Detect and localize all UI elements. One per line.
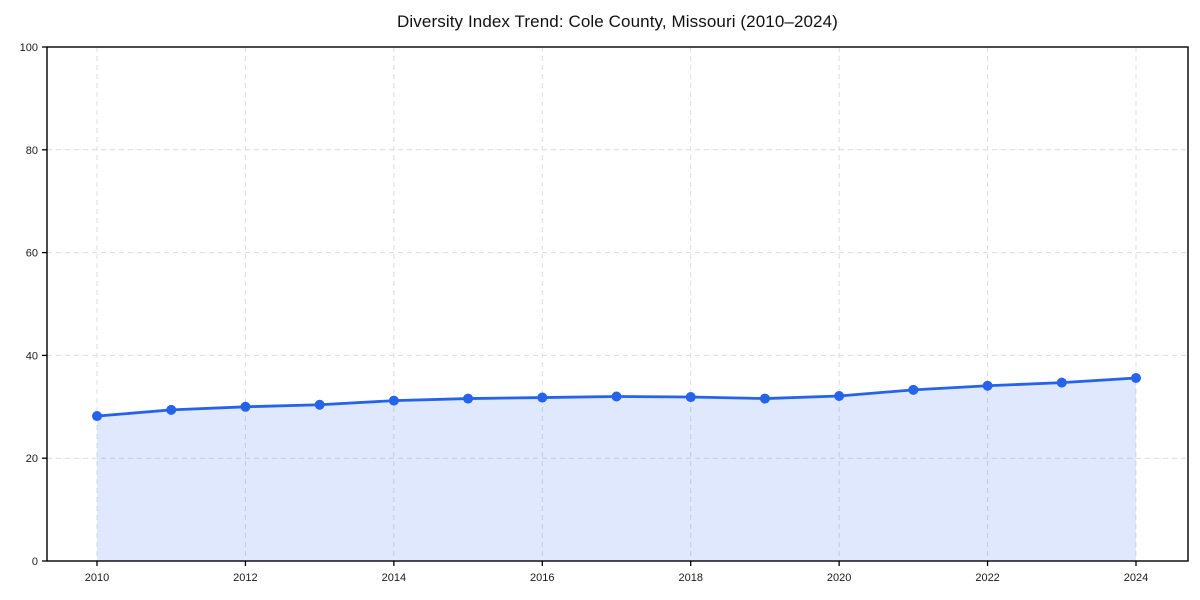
data-point	[166, 404, 177, 415]
data-point	[908, 384, 919, 395]
y-tick-label: 60	[26, 248, 38, 260]
x-tick-label: 2016	[530, 572, 554, 584]
y-tick-label: 0	[32, 556, 38, 568]
data-point	[611, 391, 622, 402]
data-point	[1131, 373, 1141, 384]
data-point	[759, 393, 770, 404]
y-tick-label: 20	[26, 453, 38, 465]
data-point	[834, 391, 845, 402]
data-point	[463, 393, 474, 404]
x-tick-label: 2024	[1124, 572, 1148, 584]
x-tick-label: 2010	[85, 572, 109, 584]
x-tick-label: 2018	[678, 572, 702, 584]
x-tick-label: 2020	[827, 572, 851, 584]
y-tick-label: 80	[26, 145, 38, 157]
chart-title: Diversity Index Trend: Cole County, Miss…	[397, 12, 838, 31]
data-point	[1056, 377, 1067, 388]
x-tick-label: 2014	[382, 572, 406, 584]
data-point	[982, 380, 993, 391]
axes-layer: 0 20 40 60 80 100 2010 2012 2014 2016 2018 2020 2022…	[20, 42, 1189, 584]
data-point	[537, 392, 548, 403]
data-point	[388, 395, 399, 406]
area-fill	[97, 378, 1136, 561]
x-tick-label: 2012	[233, 572, 257, 584]
y-tick-label: 40	[26, 350, 38, 362]
x-tick-label: 2022	[975, 572, 999, 584]
plot-border	[46, 46, 1189, 562]
data-point	[314, 399, 325, 410]
data-point	[240, 401, 251, 412]
data-point	[92, 411, 102, 422]
data-point	[685, 392, 696, 403]
gridlines-layer	[47, 47, 1188, 561]
series-layer	[92, 373, 1141, 561]
y-tick-label: 100	[20, 42, 38, 54]
